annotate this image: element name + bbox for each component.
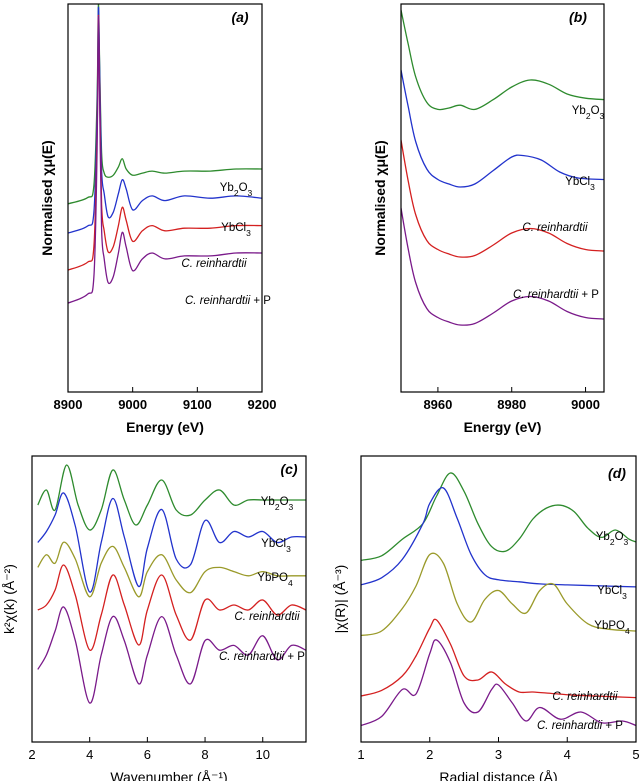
panel-label: (c) [280, 461, 297, 477]
series-line [37, 492, 306, 593]
series-line [361, 487, 636, 588]
panel-label: (b) [569, 9, 587, 25]
x-tick-label: 1 [357, 747, 364, 762]
series-line [401, 207, 604, 326]
series-line [37, 464, 306, 531]
y-axis-label: Normalised χμ(E) [39, 140, 55, 255]
series-line [361, 552, 636, 637]
y-axis-label: Normalised χμ(E) [372, 140, 388, 255]
series-label: Yb2O3 [261, 496, 294, 512]
x-tick-label: 6 [144, 747, 151, 762]
series-label: C. reinhardtii + P [537, 720, 623, 732]
y-axis-label: k²χ(k) (Å⁻²) [1, 564, 17, 634]
series-label: C. reinhardtii [552, 691, 618, 703]
x-axis-label: Energy (eV) [126, 419, 204, 435]
series-group [401, 9, 604, 326]
series-label: YbPO4 [257, 572, 293, 588]
x-tick-label: 8960 [423, 397, 452, 412]
series-line [401, 69, 604, 188]
series-line [361, 639, 636, 727]
series-line [68, 15, 262, 304]
series-label: Yb2O3 [572, 105, 605, 121]
x-axis-label: Energy (eV) [464, 419, 542, 435]
series-group [361, 472, 636, 727]
x-axis-label: Wavenumber (Å⁻¹) [110, 769, 227, 781]
series-label: C. reinhardtii [181, 258, 247, 270]
series-label: C. reinhardtii [234, 611, 300, 623]
series-label: C. reinhardtii + P [185, 295, 271, 307]
x-tick-label: 4 [564, 747, 571, 762]
series-label: C. reinhardtii + P [513, 289, 599, 301]
series-label: YbCl3 [565, 176, 595, 192]
x-tick-label: 3 [495, 747, 502, 762]
x-tick-label: 2 [426, 747, 433, 762]
series-label: Yb2O3 [596, 531, 629, 547]
series-line [37, 564, 306, 651]
chart-panel-1: 8900 9000 9100 9200 Energy (eV) Normalised χμ… [39, 3, 277, 435]
chart-panel-2: 8960 8980 9000 Energy (eV) Normalised χμ(E) (… [372, 3, 605, 435]
chart-panel-4: 1 2 3 4 5 Radial distance (Å) |χ(R)| (Å⁻³) (d) Y… [332, 455, 640, 781]
series-label: YbCl3 [597, 585, 627, 601]
series-label: YbCl3 [261, 538, 291, 554]
series-group [37, 464, 306, 704]
series-label: YbCl3 [221, 222, 251, 238]
series-line [37, 541, 306, 598]
x-tick-label: 9000 [118, 397, 147, 412]
x-tick-label: 4 [86, 747, 93, 762]
x-tick-label: 10 [256, 747, 270, 762]
series-group [68, 4, 262, 304]
plot-frame [400, 3, 605, 393]
series-label: YbPO4 [594, 620, 630, 636]
x-axis-label: Radial distance (Å) [439, 769, 557, 781]
series-label: C. reinhardtii [522, 222, 588, 234]
x-tick-label: 9100 [183, 397, 212, 412]
series-line [361, 618, 636, 699]
chart-panel-3: 2 4 6 8 10 Wavenumber (Å⁻¹) k²χ(k) (Å⁻²) (c) Yb2… [1, 455, 307, 781]
x-tick-label: 9000 [571, 397, 600, 412]
x-tick-label: 8 [201, 747, 208, 762]
series-label: C. reinhardtii + P [219, 651, 305, 663]
x-tick-label: 2 [28, 747, 35, 762]
series-label: Yb2O3 [220, 182, 253, 198]
panel-label: (a) [231, 9, 248, 25]
panel-label: (d) [608, 465, 626, 481]
x-tick-label: 9200 [248, 397, 277, 412]
series-line [361, 472, 636, 562]
y-axis-label: |χ(R)| (Å⁻³) [332, 565, 348, 634]
plot-frame [67, 3, 263, 393]
series-line [37, 606, 306, 704]
plot-frame [31, 455, 307, 743]
series-line [401, 139, 604, 258]
x-tick-label: 8980 [497, 397, 526, 412]
series-line [401, 9, 604, 111]
x-tick-label: 5 [632, 747, 639, 762]
x-tick-label: 8900 [54, 397, 83, 412]
